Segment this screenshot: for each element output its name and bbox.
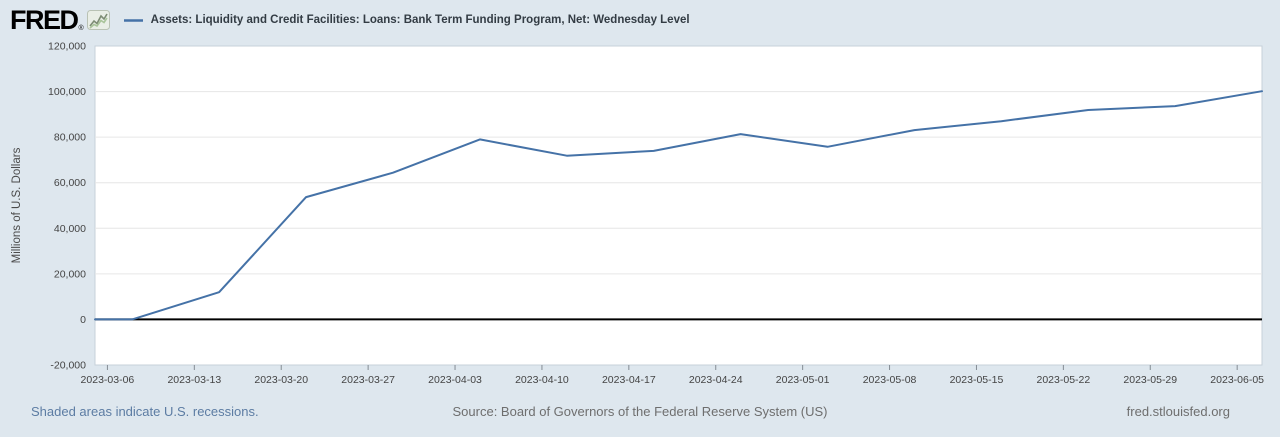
series-title: Assets: Liquidity and Credit Facilities:…	[150, 14, 690, 26]
x-tick-label: 2023-05-08	[863, 374, 917, 386]
y-tick-label: 0	[80, 314, 86, 326]
x-tick-label: 2023-04-10	[515, 374, 569, 386]
y-axis-title: Millions of U.S. Dollars	[11, 147, 23, 263]
y-tick-label: 100,000	[48, 86, 86, 98]
legend-line-icon	[123, 18, 143, 22]
fred-logo-text: FRED	[10, 4, 79, 35]
x-tick-label: 2023-03-06	[81, 374, 135, 386]
y-tick-label: 80,000	[54, 132, 86, 144]
y-tick-label: 120,000	[48, 41, 86, 53]
x-tick-label: 2023-06-05	[1210, 374, 1264, 386]
x-tick-label: 2023-03-13	[167, 374, 221, 386]
x-tick-label: 2023-05-01	[776, 374, 830, 386]
plot-area[interactable]	[94, 45, 1263, 366]
x-tick-label: 2023-04-17	[602, 374, 656, 386]
x-tick-label: 2023-03-27	[341, 374, 395, 386]
line-chart[interactable]: -20,000 0 20,000 40,000 60,000 80,000 100,000 1…	[0, 0, 1280, 398]
chart-legend: Assets: Liquidity and Credit Facilities:…	[123, 14, 690, 26]
x-tick-label: 2023-04-24	[689, 374, 743, 386]
x-tick-label: 2023-05-22	[1037, 374, 1091, 386]
x-tick-label: 2023-05-15	[950, 374, 1004, 386]
y-tick-label: 40,000	[54, 223, 86, 235]
series-line	[94, 90, 1263, 321]
registered-trademark-icon: ®	[78, 24, 84, 32]
recessions-note-link[interactable]: Shaded areas indicate U.S. recessions.	[31, 404, 259, 419]
y-tick-label: 20,000	[54, 268, 86, 280]
x-tick-label: 2023-04-03	[428, 374, 482, 386]
source-text: Source: Board of Governors of the Federa…	[452, 404, 828, 419]
fred-logo: FRED ®	[10, 4, 110, 35]
y-tick-label: -20,000	[50, 360, 86, 372]
x-tick-label: 2023-03-20	[254, 374, 308, 386]
fred-sparkline-icon	[86, 10, 110, 30]
header: FRED ® Assets: Liquidity and Credit Faci…	[0, 0, 1280, 40]
fred-site-link[interactable]: fred.stlouisfed.org	[1126, 404, 1230, 419]
y-tick-label: 60,000	[54, 177, 86, 189]
footer: Source: Board of Governors of the Federa…	[0, 404, 1280, 424]
x-tick-label: 2023-05-29	[1123, 374, 1177, 386]
